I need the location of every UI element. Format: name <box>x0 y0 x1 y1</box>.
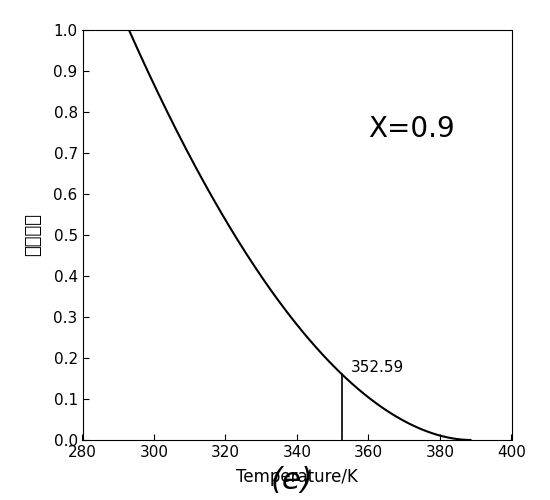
Text: X=0.9: X=0.9 <box>368 114 455 142</box>
Y-axis label: 相対磁矩: 相対磁矩 <box>24 214 42 256</box>
Text: 352.59: 352.59 <box>351 360 404 376</box>
X-axis label: Temperature/K: Temperature/K <box>236 468 358 486</box>
Text: (e): (e) <box>270 466 313 495</box>
